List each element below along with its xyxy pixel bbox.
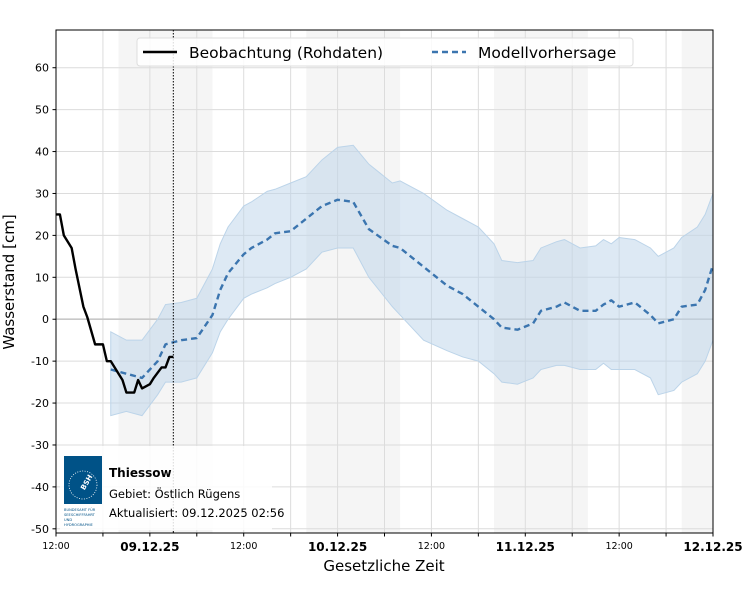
y-tick-label: -50 (31, 523, 49, 536)
x-tick-label: 12:00 (42, 541, 69, 552)
legend: Beobachtung (Rohdaten) Modellvorhersage (136, 37, 634, 67)
station-info-box: BSH BUNDESAMT FÜR SEESCHIFFFAHRT UND HYD… (60, 446, 284, 530)
x-tick-label: 10.12.25 (308, 540, 367, 554)
y-tick-label: 60 (35, 62, 49, 75)
x-tick-label: 11.12.25 (496, 540, 555, 554)
forecast-line (110, 198, 715, 380)
x-tick-label: 12.12.25 (683, 540, 742, 554)
station-name: Thiessow (109, 466, 172, 480)
legend-observation-label: Beobachtung (Rohdaten) (189, 44, 383, 62)
x-tick-label: 12:00 (230, 541, 257, 552)
x-tick-label: 09.12.25 (120, 540, 179, 554)
svg-text:UND: UND (64, 518, 72, 522)
y-tick-label: -20 (31, 397, 49, 410)
x-tick-label: 12:00 (605, 541, 632, 552)
y-tick-label: -40 (31, 481, 49, 494)
y-axis: -50 -40 -30 -20 -10 0 10 20 30 40 50 60 (31, 62, 56, 536)
y-axis-label: Wasserstand [cm] (0, 214, 18, 349)
x-axis-label: Gesetzliche Zeit (323, 557, 444, 575)
svg-text:BUNDESAMT FÜR: BUNDESAMT FÜR (64, 507, 96, 512)
update-time: Aktualisiert: 09.12.2025 02:56 (109, 506, 284, 520)
y-tick-label: 10 (35, 271, 49, 284)
x-tick-label: 12:00 (418, 541, 445, 552)
y-tick-label: -10 (31, 355, 49, 368)
x-axis: 12:00 09.12.25 12:00 10.12.25 12:00 11.12.25 1… (42, 533, 743, 554)
y-tick-label: -30 (31, 439, 49, 452)
observation-line (56, 213, 174, 394)
y-tick-label: 30 (35, 187, 49, 200)
svg-text:HYDROGRAPHIE: HYDROGRAPHIE (64, 523, 94, 527)
y-tick-label: 0 (42, 313, 49, 326)
bsh-logo: BSH BUNDESAMT FÜR SEESCHIFFFAHRT UND HYD… (64, 456, 102, 527)
svg-text:SEESCHIFFFAHRT: SEESCHIFFFAHRT (64, 513, 96, 517)
series-lines (56, 198, 715, 394)
legend-forecast-label: Modellvorhersage (478, 44, 616, 62)
y-tick-label: 40 (35, 146, 49, 159)
y-tick-label: 50 (35, 104, 49, 117)
y-tick-label: 20 (35, 229, 49, 242)
station-area: Gebiet: Östlich Rügens (109, 485, 240, 501)
